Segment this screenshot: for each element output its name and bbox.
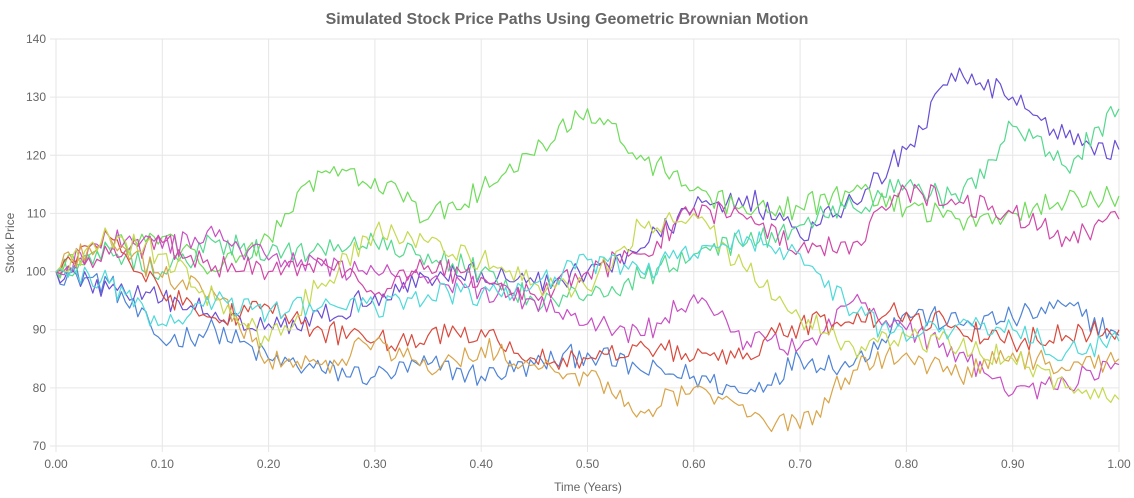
- y-tick-label: 120: [26, 148, 46, 162]
- x-tick-label: 0.40: [470, 457, 494, 471]
- y-axis-ticks: 70 80 90 100 110 120 130 140: [26, 32, 46, 453]
- x-axis-ticks: 0.00 0.10 0.20 0.30 0.40 0.50 0.60 0.70 0.80 0.90…: [44, 457, 1131, 471]
- y-tick-label: 110: [27, 206, 46, 220]
- x-tick-label: 0.30: [363, 457, 387, 471]
- series-line-8: [55, 228, 1120, 433]
- y-tick-label: 70: [33, 439, 47, 453]
- series-line-6: [55, 183, 1120, 301]
- x-tick-label: 0.20: [257, 457, 281, 471]
- x-tick-label: 0.90: [1001, 457, 1025, 471]
- series-lines: [55, 67, 1120, 433]
- x-tick-label: 1.00: [1107, 457, 1131, 471]
- grid-lines: [50, 38, 1120, 452]
- x-tick-label: 0.70: [788, 457, 812, 471]
- y-tick-label: 140: [26, 32, 46, 46]
- series-line-1: [55, 265, 1120, 396]
- series-line-9: [55, 212, 1120, 403]
- x-tick-label: 0.10: [151, 457, 175, 471]
- series-line-10: [55, 229, 1120, 361]
- series-line-4: [55, 105, 1120, 312]
- series-line-7: [55, 228, 1120, 370]
- x-axis-label: Time (Years): [554, 480, 622, 494]
- series-line-3: [55, 108, 1120, 279]
- y-tick-label: 100: [26, 265, 46, 279]
- y-axis-label: Stock Price: [3, 212, 17, 273]
- series-line-5: [55, 225, 1120, 400]
- x-tick-label: 0.50: [576, 457, 600, 471]
- x-tick-label: 0.00: [44, 457, 68, 471]
- chart-title: Simulated Stock Price Paths Using Geomet…: [326, 11, 809, 28]
- y-tick-label: 80: [33, 381, 47, 395]
- x-tick-label: 0.60: [682, 457, 706, 471]
- y-tick-label: 130: [26, 90, 46, 104]
- y-tick-label: 90: [33, 323, 47, 337]
- x-tick-label: 0.80: [895, 457, 919, 471]
